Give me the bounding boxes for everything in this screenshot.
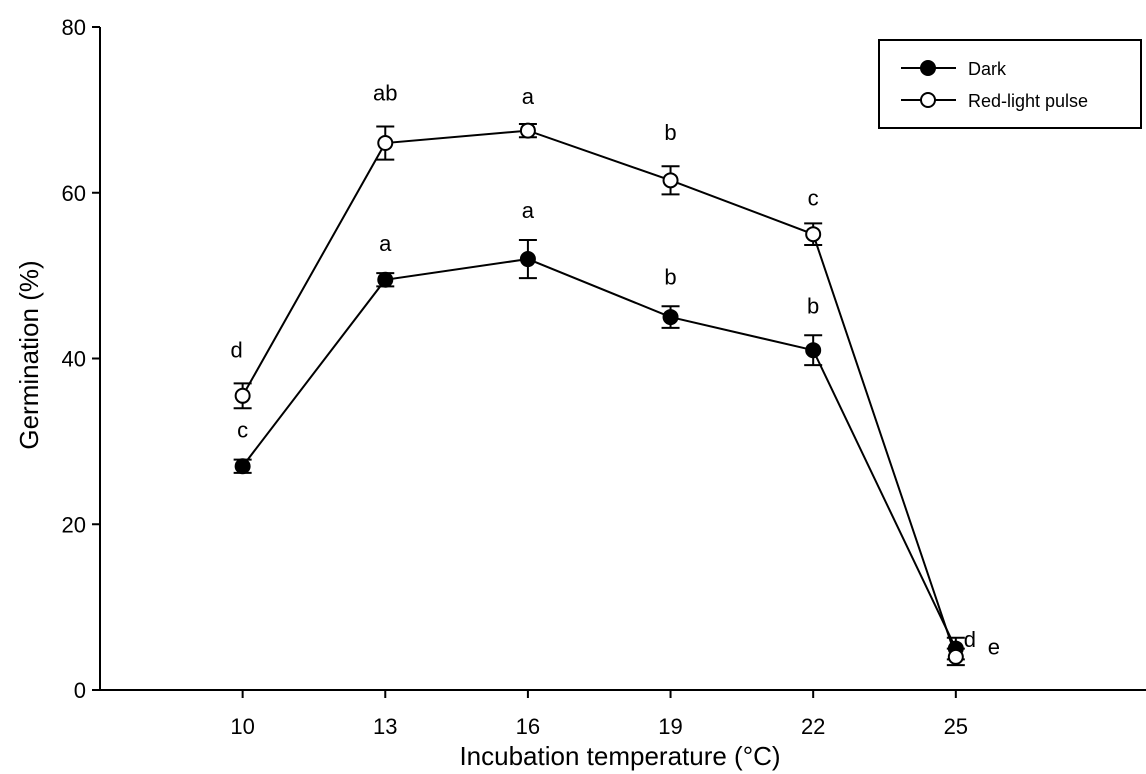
series-dark: c a a b b d [233, 198, 976, 661]
legend-marker-dark [920, 60, 936, 76]
x-axis-title: Incubation temperature (°C) [459, 741, 780, 771]
significance-label: a [522, 84, 535, 109]
significance-label: ab [373, 80, 397, 105]
data-point [662, 172, 679, 189]
data-point [519, 122, 536, 139]
axes: 0 20 40 60 80 10 13 16 19 22 25 [62, 15, 1146, 739]
significance-label: b [807, 293, 819, 318]
x-tick-label: 25 [944, 714, 968, 739]
significance-label: d [964, 627, 976, 652]
y-tick-label: 0 [74, 678, 86, 703]
significance-label: c [237, 418, 248, 443]
series-line [241, 258, 957, 649]
significance-label: a [379, 231, 392, 256]
legend-box [878, 39, 1142, 129]
y-tick-label: 40 [62, 347, 86, 372]
significance-label: b [664, 120, 676, 145]
data-point [947, 648, 964, 665]
legend-marker-red [920, 92, 936, 108]
series-line [241, 129, 957, 658]
data-point [234, 458, 251, 475]
x-tick-label: 10 [230, 714, 254, 739]
data-point [519, 251, 536, 268]
x-tick-label: 22 [801, 714, 825, 739]
legend-label-dark: Dark [968, 59, 1007, 79]
legend-label-red: Red-light pulse [968, 91, 1088, 111]
data-point [805, 342, 822, 359]
significance-label: a [522, 198, 535, 223]
y-tick-label: 80 [62, 15, 86, 40]
significance-label: b [664, 264, 676, 289]
significance-label: e [988, 635, 1000, 660]
y-axis-title: Germination (%) [14, 260, 44, 449]
data-point [377, 271, 394, 288]
significance-label: d [231, 337, 243, 362]
legend: Dark Red-light pulse [878, 39, 1142, 129]
data-point [805, 226, 822, 243]
data-point [234, 387, 251, 404]
y-tick-label: 20 [62, 512, 86, 537]
x-tick-label: 16 [516, 714, 540, 739]
data-point [377, 135, 394, 152]
y-tick-label: 60 [62, 181, 86, 206]
x-tick-label: 13 [373, 714, 397, 739]
significance-label: c [808, 185, 819, 210]
data-point [662, 309, 679, 326]
x-tick-label: 19 [658, 714, 682, 739]
